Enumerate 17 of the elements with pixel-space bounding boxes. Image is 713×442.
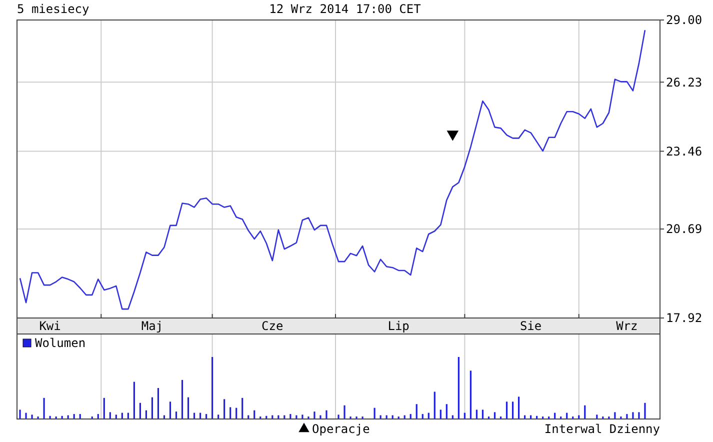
y-tick-label: 26.23 bbox=[666, 75, 702, 90]
x-tick-label: Cze bbox=[262, 319, 284, 333]
legend-label: Wolumen bbox=[35, 336, 86, 350]
x-tick-label: Lip bbox=[388, 319, 410, 333]
text: Interwal Dzienny bbox=[544, 422, 660, 436]
y-tick-label: 20.69 bbox=[666, 222, 702, 236]
y-tick-label: 23.46 bbox=[666, 144, 702, 158]
y-tick-label: 17.92 bbox=[666, 311, 702, 326]
x-tick-label: Kwi bbox=[39, 319, 61, 333]
y-tick-label: 29.00 bbox=[666, 13, 702, 28]
line-series bbox=[19, 29, 646, 310]
x-tick-label: Maj bbox=[141, 319, 164, 333]
chart-title: 5 miesiecy bbox=[17, 2, 90, 16]
legend-label: Operacje bbox=[312, 422, 370, 436]
x-tick-label: Wrz bbox=[616, 319, 638, 333]
x-tick-label: Sie bbox=[520, 319, 542, 333]
chart-subtitle: 12 Wrz 2014 17:00 CET bbox=[269, 2, 421, 16]
